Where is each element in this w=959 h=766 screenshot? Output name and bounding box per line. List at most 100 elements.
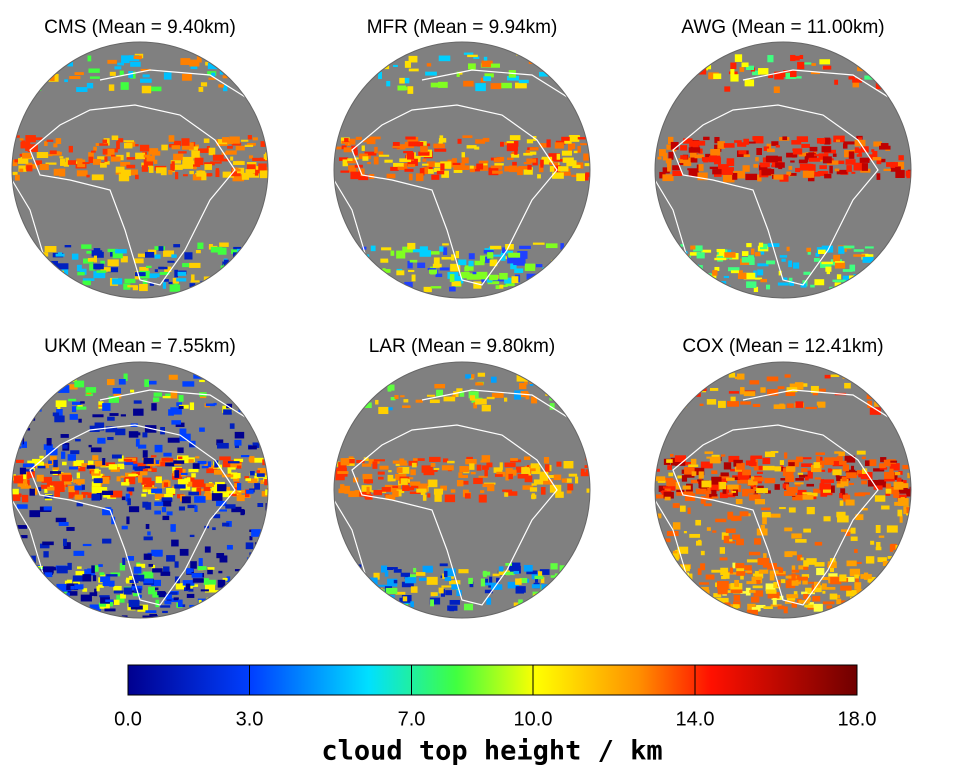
- cloud: [258, 393, 262, 401]
- cloud: [505, 473, 510, 481]
- cloud: [589, 266, 590, 272]
- cloud: [82, 574, 92, 582]
- cloud: [761, 512, 771, 518]
- cloud: [891, 271, 901, 278]
- cloud: [186, 477, 191, 482]
- cloud: [163, 500, 172, 507]
- cloud: [160, 605, 171, 608]
- cloud: [680, 244, 684, 247]
- coastline: [12, 389, 251, 606]
- cloud: [199, 427, 205, 432]
- cloud: [160, 173, 167, 176]
- cloud: [141, 165, 148, 172]
- cloud: [893, 605, 904, 610]
- cloud: [108, 396, 119, 403]
- cloud: [549, 403, 555, 410]
- cloud: [203, 607, 212, 611]
- cloud: [363, 457, 369, 461]
- cloud: [750, 476, 755, 480]
- cloud: [827, 468, 832, 473]
- cloud: [46, 139, 54, 142]
- cloud: [120, 592, 126, 599]
- cloud: [246, 577, 251, 583]
- cloud: [384, 379, 389, 384]
- cloud: [373, 572, 380, 580]
- cloud: [868, 586, 880, 594]
- cloud: [794, 76, 802, 79]
- cloud: [746, 609, 758, 617]
- cloud: [50, 483, 55, 486]
- cloud: [379, 465, 389, 470]
- cloud: [909, 140, 911, 146]
- cloud: [19, 138, 24, 141]
- cloud: [184, 252, 193, 260]
- cloud: [436, 389, 444, 397]
- cloud: [438, 138, 447, 143]
- cloud: [146, 265, 152, 268]
- cloud: [12, 267, 21, 270]
- cloud: [842, 269, 853, 272]
- cloud: [17, 605, 29, 611]
- cloud: [690, 608, 703, 616]
- cloud: [478, 475, 488, 478]
- cloud: [717, 141, 725, 149]
- cloud: [245, 574, 256, 581]
- cloud: [402, 485, 410, 491]
- cloud: [531, 53, 541, 56]
- cloud: [483, 482, 496, 485]
- globe-disk: [655, 362, 911, 618]
- cloud: [722, 572, 730, 579]
- cloud: [726, 583, 734, 589]
- cloud: [541, 584, 550, 592]
- cloud: [714, 160, 721, 165]
- cloud: [392, 145, 404, 148]
- cloud: [231, 142, 242, 146]
- cloud: [77, 159, 86, 168]
- cloud: [100, 618, 111, 620]
- cloud: [35, 160, 43, 166]
- cloud: [192, 174, 204, 181]
- cloud: [711, 569, 723, 573]
- cloud: [885, 488, 892, 494]
- cloud: [872, 587, 877, 595]
- cloud: [179, 548, 189, 556]
- cloud: [97, 437, 106, 443]
- cloud: [821, 146, 832, 153]
- cloud: [531, 466, 541, 475]
- cloud: [856, 154, 863, 157]
- cloud: [766, 148, 775, 153]
- cloud: [855, 578, 859, 585]
- cloud: [22, 152, 32, 159]
- cloud: [182, 142, 194, 150]
- cloud: [810, 284, 815, 288]
- cloud: [177, 479, 188, 485]
- cloud: [417, 141, 424, 147]
- cloud: [897, 498, 909, 506]
- cloud: [64, 600, 68, 608]
- cloud: [836, 511, 846, 518]
- cloud: [885, 483, 892, 492]
- cloud: [120, 169, 131, 177]
- cloud: [24, 572, 35, 578]
- cloud: [459, 466, 469, 473]
- cloud: [207, 62, 218, 70]
- cloud: [798, 576, 808, 581]
- cloud: [875, 85, 885, 90]
- cloud: [72, 575, 84, 582]
- cloud: [173, 244, 181, 248]
- cloud: [438, 55, 451, 62]
- cloud: [55, 138, 62, 145]
- tick-label: 14.0: [676, 708, 715, 730]
- cloud: [746, 141, 756, 144]
- cloud: [665, 601, 677, 607]
- cloud: [43, 444, 53, 450]
- cloud: [168, 169, 173, 175]
- cloud: [566, 263, 574, 268]
- cloud: [253, 86, 258, 94]
- cloud: [236, 577, 249, 581]
- cloud: [384, 567, 394, 570]
- cloud: [550, 72, 557, 77]
- cloud: [444, 570, 448, 578]
- cloud: [518, 79, 529, 84]
- cloud: [184, 459, 194, 463]
